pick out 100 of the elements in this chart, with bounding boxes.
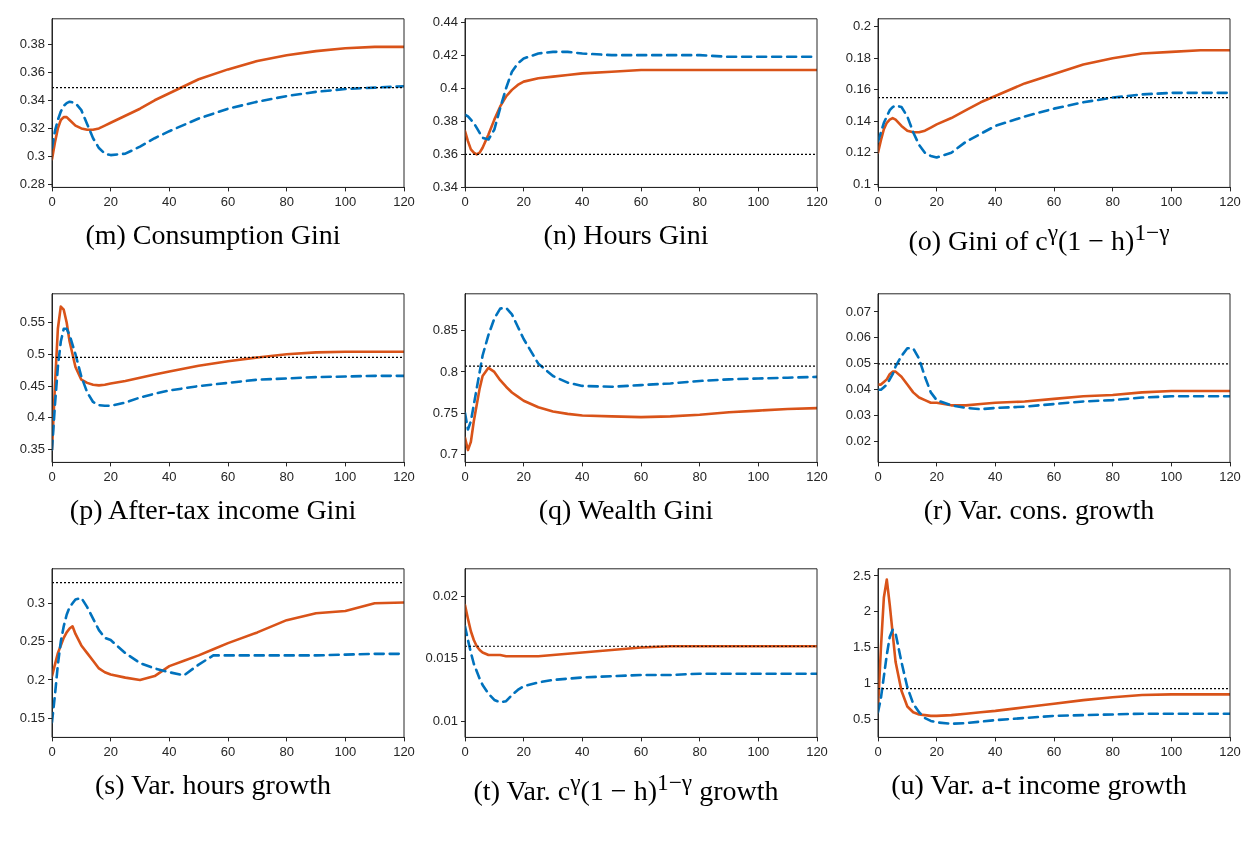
x-tick-label: 0 (874, 468, 882, 484)
x-tick-label: 0 (874, 193, 882, 209)
y-tick-label: 0.25 (19, 633, 45, 649)
y-tick-label: 0.5 (26, 345, 45, 361)
text: (s) Var. hours growth (95, 769, 331, 802)
x-tick-label: 120 (1219, 193, 1241, 209)
x-tick-label: 20 (929, 743, 944, 759)
x-tick-label: 40 (988, 743, 1003, 759)
y-tick-label: 0.07 (845, 303, 871, 319)
x-tick-label: 80 (279, 743, 294, 759)
y-tick-label: 1 (863, 675, 871, 691)
y-tick-label: 2.5 (852, 567, 871, 583)
y-tick-label: 0.015 (425, 650, 458, 666)
y-tick-label: 0.14 (845, 112, 871, 128)
y-tick-label: 0.44 (432, 13, 458, 29)
x-tick-label: 80 (692, 468, 707, 484)
y-tick-label: 0.3 (26, 594, 45, 610)
y-tick-label: 0.04 (845, 381, 871, 397)
x-tick-label: 120 (1219, 743, 1241, 759)
x-tick-label: 80 (1105, 468, 1120, 484)
x-tick-label: 20 (516, 468, 531, 484)
y-tick-label: 0.38 (432, 112, 458, 128)
x-tick-label: 0 (48, 743, 56, 759)
y-tick-label: 0.32 (19, 119, 45, 135)
y-tick-label: 1.5 (852, 639, 871, 655)
text: (r) Var. cons. growth (923, 494, 1155, 527)
line-series (878, 91, 1230, 159)
x-tick-label: 60 (633, 193, 649, 209)
y-tick-label: 0.16 (845, 81, 871, 97)
y-tick-label: 0.75 (432, 404, 458, 420)
x-tick-label: 80 (279, 193, 294, 209)
x-tick-label: 100 (334, 743, 357, 759)
y-tick-label: 0.15 (19, 709, 45, 725)
x-tick-label: 60 (1046, 743, 1062, 759)
x-tick-label: 100 (334, 468, 357, 484)
y-tick-label: 0.55 (19, 314, 45, 330)
x-tick-label: 40 (988, 468, 1003, 484)
x-tick-label: 20 (929, 193, 944, 209)
x-tick-label: 80 (692, 193, 707, 209)
y-tick-label: 0.7 (439, 445, 458, 461)
y-tick-label: 0.34 (19, 91, 45, 107)
text: (m) Consumption Gini (85, 219, 341, 252)
y-tick-label: 0.3 (26, 148, 45, 164)
y-tick-label: 0.85 (432, 322, 458, 338)
x-tick-label: 40 (162, 743, 177, 759)
x-tick-label: 100 (1160, 743, 1183, 759)
x-tick-label: 80 (1105, 193, 1120, 209)
x-tick-label: 40 (162, 193, 177, 209)
x-tick-label: 120 (393, 193, 415, 209)
text: (o) Gini of c$^{γ}$(1 − h)$^{1−γ}$ (908, 219, 1170, 259)
y-tick-label: 0.36 (432, 145, 458, 161)
line-series (465, 624, 817, 704)
y-tick-label: 0.02 (845, 433, 871, 449)
x-tick-label: 20 (103, 468, 118, 484)
x-tick-label: 0 (48, 193, 56, 209)
x-tick-label: 100 (747, 468, 770, 484)
x-tick-label: 20 (516, 193, 531, 209)
x-tick-label: 80 (279, 468, 294, 484)
y-tick-label: 0.5 (852, 711, 871, 727)
x-tick-label: 60 (220, 193, 236, 209)
x-tick-label: 40 (575, 468, 590, 484)
x-tick-label: 20 (103, 743, 118, 759)
x-tick-label: 20 (929, 468, 944, 484)
y-tick-label: 0.05 (845, 355, 871, 371)
x-tick-label: 40 (575, 193, 590, 209)
x-tick-label: 120 (806, 193, 828, 209)
line-series (52, 84, 404, 157)
y-tick-label: 0.28 (19, 176, 45, 192)
line-series (465, 306, 817, 431)
y-tick-label: 0.36 (19, 63, 45, 79)
text: (t) Var. c$^{γ}$(1 − h)$^{1−γ}$ growth (473, 769, 779, 809)
text: (u) Var. a-t income growth (891, 769, 1187, 802)
y-tick-label: 0.4 (26, 409, 45, 425)
x-tick-label: 100 (334, 193, 357, 209)
x-tick-label: 100 (747, 743, 770, 759)
y-tick-label: 0.2 (852, 18, 871, 34)
x-tick-label: 40 (988, 193, 1003, 209)
text: (p) After-tax income Gini (69, 494, 357, 527)
x-tick-label: 0 (461, 743, 469, 759)
x-tick-label: 40 (575, 743, 590, 759)
x-tick-label: 100 (1160, 468, 1183, 484)
x-tick-label: 60 (220, 468, 236, 484)
x-tick-label: 20 (103, 193, 118, 209)
y-tick-label: 0.34 (432, 178, 458, 194)
x-tick-label: 60 (633, 743, 649, 759)
y-tick-label: 2 (863, 603, 871, 619)
y-tick-label: 0.4 (439, 79, 458, 95)
x-tick-label: 100 (747, 193, 770, 209)
x-tick-label: 80 (1105, 743, 1120, 759)
x-tick-label: 0 (874, 743, 882, 759)
x-tick-label: 120 (393, 743, 415, 759)
x-tick-label: 0 (461, 468, 469, 484)
x-tick-label: 60 (220, 743, 236, 759)
x-tick-label: 0 (461, 193, 469, 209)
y-tick-label: 0.8 (439, 363, 458, 379)
x-tick-label: 60 (1046, 468, 1062, 484)
y-tick-label: 0.02 (432, 587, 458, 603)
y-tick-label: 0.35 (19, 441, 45, 457)
y-tick-label: 0.01 (432, 712, 458, 728)
y-tick-label: 0.45 (19, 377, 45, 393)
